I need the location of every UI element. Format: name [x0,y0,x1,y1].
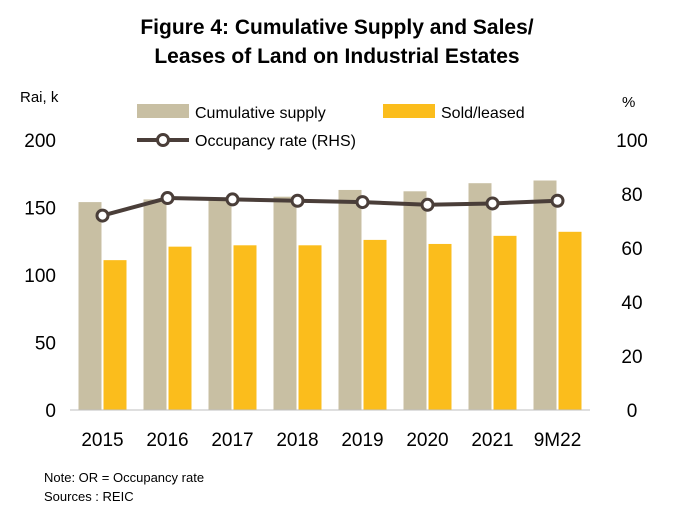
bar-sold-leased [298,245,322,410]
right-axis-tick-label: 20 [621,347,642,368]
legend-swatch-occupancy-marker [156,133,170,147]
bar-cumulative-supply [208,198,232,410]
occupancy-point [95,208,110,223]
occupancy-point [290,193,305,208]
legend: Cumulative supply Sold/leased Occupancy … [137,104,525,150]
x-axis-tick-label: 2016 [146,430,188,451]
bar-cumulative-supply [403,191,427,410]
legend-swatch-sold-leased [383,104,435,118]
occupancy-point [550,193,565,208]
left-axis-tick-label: 0 [45,401,56,422]
sources-text: Sources : REIC [44,489,134,504]
bar-cumulative-supply [533,180,557,410]
occupancy-point [355,195,370,210]
legend-label-occupancy-rate: Occupancy rate (RHS) [195,133,356,150]
bars [78,180,582,410]
right-axis-tick-label: 100 [616,131,648,152]
legend-swatch-cumulative-supply [137,104,189,118]
left-axis-tick-label: 100 [24,266,56,287]
right-axis-ticks: 0 20 40 60 80 100 [616,131,648,422]
right-axis-unit: % [622,94,635,111]
x-axis-tick-label: 9M22 [534,430,582,451]
left-axis-tick-label: 200 [24,131,56,152]
chart-title-line-2: Leases of Land on Industrial Estates [154,45,519,68]
bar-cumulative-supply [273,196,297,410]
bar-sold-leased [233,245,257,410]
left-axis-tick-label: 50 [35,334,56,355]
occupancy-point [420,197,435,212]
left-axis-ticks: 0 50 100 150 200 [24,131,56,422]
x-axis-ticks: 2015 2016 2017 2018 2019 2020 2021 9M22 [81,430,581,451]
left-axis-unit: Rai, k [20,89,59,106]
right-axis-tick-label: 80 [621,185,642,206]
note-text: Note: OR = Occupancy rate [44,470,204,485]
right-axis-tick-label: 40 [621,293,642,314]
occupancy-line [101,196,558,218]
bar-cumulative-supply [338,189,362,410]
bar-cumulative-supply [468,183,492,410]
right-axis-tick-label: 0 [627,401,638,422]
legend-label-sold-leased: Sold/leased [441,105,525,122]
x-axis-tick-label: 2019 [341,430,383,451]
right-axis-tick-label: 60 [621,239,642,260]
x-axis-tick-label: 2021 [471,430,513,451]
bar-sold-leased [558,231,582,410]
left-axis-tick-label: 150 [24,199,56,220]
bar-sold-leased [428,243,452,410]
x-axis-tick-label: 2020 [406,430,448,451]
bar-sold-leased [363,239,387,410]
x-axis-tick-label: 2017 [211,430,253,451]
legend-label-cumulative-supply: Cumulative supply [195,105,326,122]
x-axis-tick-label: 2015 [81,430,123,451]
bar-cumulative-supply [78,202,102,410]
bar-sold-leased [103,260,127,410]
occupancy-point [160,191,175,206]
bar-sold-leased [168,246,192,410]
occupancy-point [485,196,500,211]
occupancy-point [225,192,240,207]
occupancy-line-series [95,191,565,223]
chart-title-line-1: Figure 4: Cumulative Supply and Sales/ [140,16,533,39]
bar-sold-leased [493,235,517,410]
x-axis-tick-label: 2018 [276,430,318,451]
bar-cumulative-supply [143,199,167,410]
